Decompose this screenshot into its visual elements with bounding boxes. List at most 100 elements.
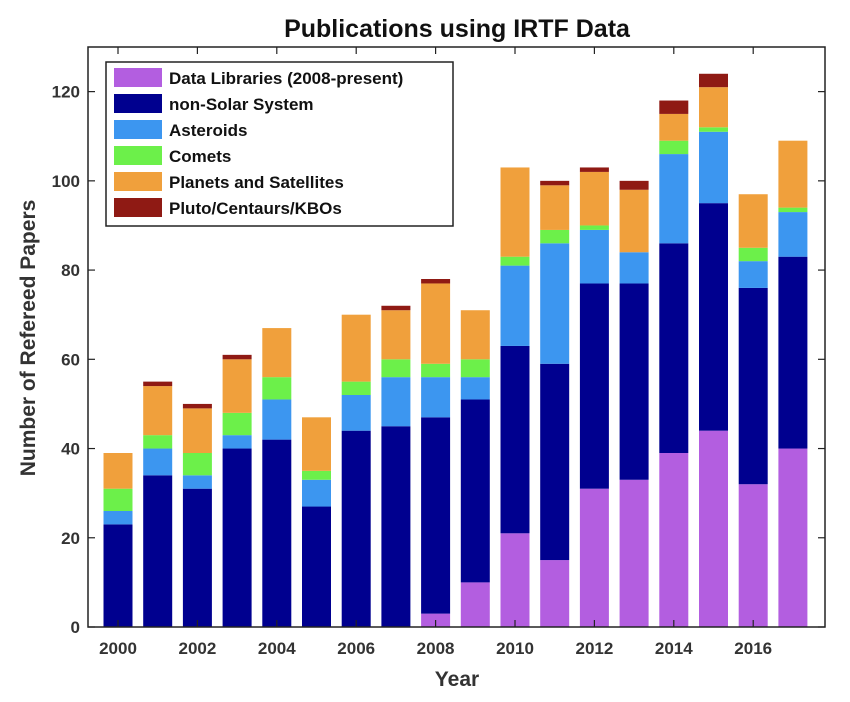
bar-segment xyxy=(619,283,649,480)
bar-segment xyxy=(579,283,609,489)
bar-segment xyxy=(421,377,451,418)
bar-segment xyxy=(341,381,371,395)
bar-segment xyxy=(381,310,411,360)
bar-segment xyxy=(262,377,292,400)
bar-segment xyxy=(222,359,252,413)
bar-segment xyxy=(262,439,292,627)
bar-segment xyxy=(778,256,808,449)
legend-swatch xyxy=(114,94,162,113)
legend-label: Planets and Satellites xyxy=(169,173,344,192)
bar-segment xyxy=(182,453,212,476)
bar-segment xyxy=(659,243,689,453)
bar-segment xyxy=(421,279,451,284)
bar-segment xyxy=(540,185,570,230)
x-axis-label: Year xyxy=(435,668,479,691)
bar-segment xyxy=(540,229,570,244)
bar-segment xyxy=(103,488,133,511)
bar-segment xyxy=(222,448,252,627)
bar-segment xyxy=(738,287,768,485)
bar-segment xyxy=(699,203,728,431)
bar-segment xyxy=(540,560,570,627)
bar-segment xyxy=(500,345,530,534)
bar-segment xyxy=(738,247,768,262)
bar-segment xyxy=(460,582,490,627)
bar-segment xyxy=(699,73,728,88)
legend-label: Data Libraries (2008-present) xyxy=(169,69,403,88)
bar-segment xyxy=(381,359,411,378)
bar-segment xyxy=(262,399,292,440)
bar-segment xyxy=(699,430,728,627)
bar-segment xyxy=(579,488,609,627)
bar-segment xyxy=(460,310,490,360)
bar-segment xyxy=(738,261,768,288)
bar-segment xyxy=(103,511,133,525)
bar-segment xyxy=(182,475,212,489)
bar-segment xyxy=(540,363,570,561)
y-tick-label: 100 xyxy=(52,172,80,191)
bar-segment xyxy=(222,412,252,436)
bar-segment xyxy=(143,386,173,436)
x-tick-label: 2002 xyxy=(178,639,216,658)
chart-title: Publications using IRTF Data xyxy=(284,15,631,43)
bar-segment xyxy=(619,189,649,253)
bar-segment xyxy=(182,408,212,453)
x-tick-label: 2016 xyxy=(734,639,772,658)
legend: Data Libraries (2008-present) non-Solar S… xyxy=(105,61,454,227)
bar-segment xyxy=(738,194,768,248)
bar-segment xyxy=(421,417,451,614)
x-tick-label: 2014 xyxy=(655,639,693,658)
legend-swatch xyxy=(114,198,162,217)
bar-segment xyxy=(262,328,292,378)
y-tick-label: 120 xyxy=(52,83,80,102)
bar-segment xyxy=(182,488,212,627)
bar-segment xyxy=(500,256,530,266)
bar-segment xyxy=(302,479,331,507)
bar-segment xyxy=(500,167,530,257)
bar-segment xyxy=(778,448,808,627)
bar-segment xyxy=(341,430,371,627)
bar-segment xyxy=(500,265,530,346)
bar-segment xyxy=(778,212,808,257)
bar-segment xyxy=(699,127,728,132)
bar-segment xyxy=(579,171,609,226)
bar-segment xyxy=(778,140,808,208)
bar-segment xyxy=(500,533,530,627)
bar-segment xyxy=(143,475,173,627)
bar-segment xyxy=(659,100,689,114)
bar-segment xyxy=(381,426,411,627)
legend-label: Comets xyxy=(169,147,231,166)
bar-segment xyxy=(699,131,728,204)
x-tick-label: 2012 xyxy=(575,639,613,658)
bar-segment xyxy=(659,140,689,155)
bar-segment xyxy=(778,207,808,213)
bar-segment xyxy=(182,403,212,409)
bar-segment xyxy=(143,448,173,476)
bar-segment xyxy=(302,470,331,480)
x-tick-label: 2006 xyxy=(337,639,375,658)
bar-segment xyxy=(659,453,689,627)
bar-segment xyxy=(738,484,768,627)
bar-segment xyxy=(460,377,490,400)
bar-segment xyxy=(103,524,133,627)
y-axis-label: Number of Refereed Papers xyxy=(17,200,40,477)
legend-swatch xyxy=(114,68,162,87)
bar-segment xyxy=(579,229,609,284)
legend-label: Asteroids xyxy=(169,121,247,140)
bar-segment xyxy=(302,506,331,627)
bar-segment xyxy=(540,243,570,364)
bar-segment xyxy=(659,113,689,141)
legend-swatch xyxy=(114,146,162,165)
ticks-group: 0 20 40 60 80 100 120 2000 2002 2004 2006 2008 2010 2… xyxy=(52,47,825,658)
bar-segment xyxy=(341,395,371,431)
bar-segment xyxy=(143,381,173,387)
bar-segment xyxy=(619,180,649,190)
x-tick-label: 2004 xyxy=(258,639,296,658)
bars-group xyxy=(103,73,808,627)
x-tick-label: 2000 xyxy=(99,639,137,658)
plot-frame xyxy=(87,46,826,628)
x-tick-label: 2008 xyxy=(417,639,455,658)
y-tick-label: 60 xyxy=(61,350,80,369)
x-tick-label: 2010 xyxy=(496,639,534,658)
y-tick-label: 0 xyxy=(71,618,80,637)
